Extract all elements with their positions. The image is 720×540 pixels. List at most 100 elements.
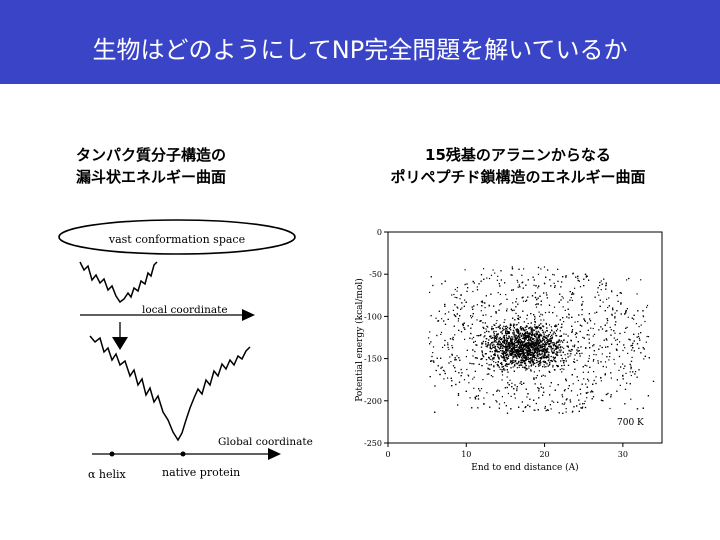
scatter-point bbox=[486, 277, 488, 279]
scatter-point bbox=[538, 337, 541, 339]
scatter-point bbox=[512, 366, 514, 368]
scatter-point bbox=[498, 366, 500, 368]
scatter-point bbox=[601, 346, 603, 349]
scatter-point bbox=[577, 277, 579, 279]
scatter-point bbox=[512, 353, 514, 355]
scatter-point bbox=[524, 339, 526, 341]
slide-title: 生物はどのようにしてNP完全問題を解いているか bbox=[92, 36, 628, 64]
scatter-point bbox=[546, 294, 548, 296]
scatter-point bbox=[457, 394, 460, 396]
scatter-point bbox=[498, 340, 501, 342]
scatter-point bbox=[492, 376, 494, 378]
scatter-point bbox=[542, 350, 544, 352]
scatter-point bbox=[477, 395, 479, 397]
scatter-point bbox=[554, 325, 556, 327]
scatter-point bbox=[633, 333, 635, 335]
scatter-point bbox=[535, 340, 537, 342]
scatter-point bbox=[530, 334, 533, 336]
scatter-point bbox=[529, 354, 531, 356]
scatter-point bbox=[444, 344, 446, 346]
scatter-point bbox=[519, 341, 521, 343]
scatter-point bbox=[548, 339, 550, 341]
scatter-point bbox=[464, 338, 466, 340]
scatter-point bbox=[556, 315, 558, 317]
scatter-point bbox=[500, 339, 502, 341]
scatter-point bbox=[570, 390, 573, 392]
scatter-point bbox=[559, 330, 561, 332]
scatter-point bbox=[472, 336, 475, 338]
alpha-helix-marker bbox=[109, 451, 115, 457]
scatter-point bbox=[430, 341, 432, 343]
scatter-point bbox=[520, 326, 522, 328]
scatter-point bbox=[600, 326, 602, 328]
scatter-point bbox=[544, 366, 546, 368]
scatter-point bbox=[512, 350, 514, 353]
scatter-point bbox=[583, 403, 585, 405]
scatter-point bbox=[525, 300, 527, 302]
scatter-point bbox=[534, 409, 536, 411]
scatter-point bbox=[509, 324, 511, 327]
scatter-point bbox=[559, 368, 561, 371]
scatter-point bbox=[632, 371, 634, 373]
scatter-point bbox=[468, 382, 470, 384]
scatter-point bbox=[483, 397, 485, 399]
scatter-point bbox=[448, 348, 450, 350]
scatter-point bbox=[493, 330, 495, 332]
scatter-point bbox=[501, 366, 503, 368]
scatter-point bbox=[605, 346, 607, 348]
scatter-point bbox=[537, 297, 539, 299]
scatter-point bbox=[652, 380, 655, 382]
scatter-point bbox=[505, 344, 507, 346]
scatter-point bbox=[645, 341, 647, 343]
scatter-point bbox=[537, 343, 539, 345]
scatter-point bbox=[454, 296, 456, 298]
scatter-point bbox=[456, 355, 458, 357]
scatter-point bbox=[626, 279, 628, 281]
scatter-point bbox=[550, 348, 552, 350]
scatter-point bbox=[499, 324, 501, 326]
scatter-point bbox=[566, 316, 568, 318]
scatter-point bbox=[610, 329, 612, 331]
scatter-point bbox=[551, 338, 553, 340]
scatter-point bbox=[518, 336, 520, 338]
scatter-point bbox=[521, 358, 523, 360]
scatter-point bbox=[483, 403, 485, 405]
scatter-point bbox=[491, 345, 494, 347]
scatter-point bbox=[519, 353, 521, 355]
scatter-point bbox=[588, 355, 590, 357]
scatter-point bbox=[482, 379, 484, 381]
scatter-point bbox=[571, 411, 573, 413]
scatter-point bbox=[495, 340, 497, 342]
scatter-point bbox=[519, 338, 521, 341]
scatter-point bbox=[444, 323, 447, 325]
scatter-point bbox=[582, 406, 584, 408]
scatter-point bbox=[547, 340, 549, 343]
scatter-point bbox=[546, 297, 548, 299]
scatter-point bbox=[530, 331, 532, 333]
scatter-point bbox=[578, 399, 580, 401]
scatter-point bbox=[491, 342, 493, 344]
scatter-point bbox=[473, 376, 475, 378]
scatter-point bbox=[531, 340, 533, 342]
scatter-point bbox=[535, 377, 537, 379]
scatter-point bbox=[581, 407, 583, 409]
scatter-point bbox=[581, 383, 583, 385]
left-caption: タンパク質分子構造の 漏斗状エネルギー曲面 bbox=[76, 144, 296, 188]
scatter-point bbox=[447, 377, 449, 379]
scatter-point bbox=[608, 359, 610, 361]
scatter-point bbox=[534, 296, 537, 299]
scatter-point bbox=[464, 328, 466, 330]
scatter-point bbox=[523, 268, 525, 270]
scatter-point bbox=[496, 363, 498, 366]
scatter-point bbox=[560, 286, 562, 288]
scatter-point bbox=[508, 350, 510, 352]
scatter-points bbox=[428, 266, 655, 414]
scatter-point bbox=[616, 349, 618, 351]
scatter-point bbox=[463, 379, 466, 381]
scatter-point bbox=[495, 334, 498, 336]
scatter-point bbox=[538, 353, 540, 355]
scatter-point bbox=[518, 366, 520, 368]
scatter-point bbox=[633, 350, 635, 352]
scatter-point bbox=[578, 410, 580, 412]
scatter-point bbox=[544, 361, 546, 363]
